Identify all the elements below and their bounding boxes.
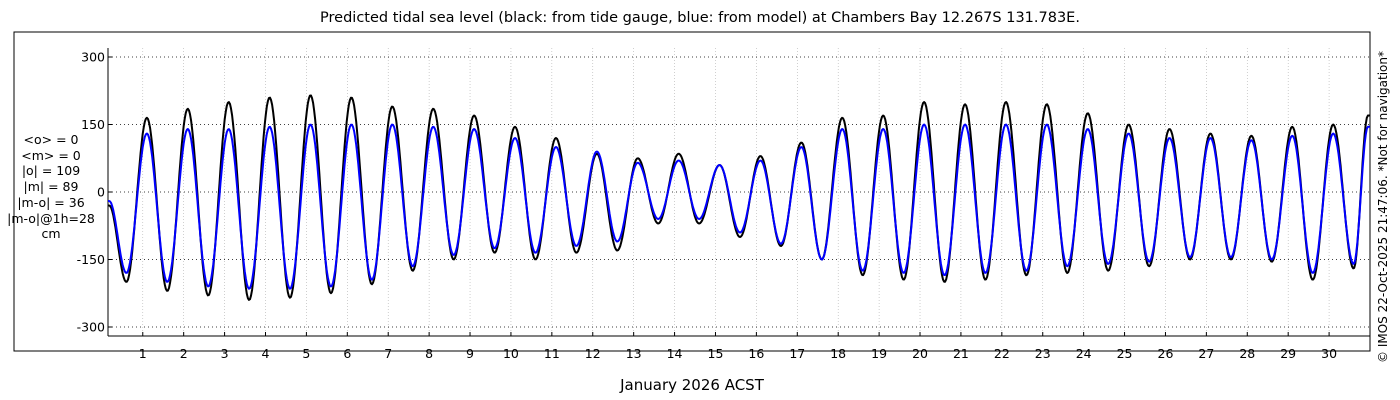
y-tick-label: 150	[81, 117, 105, 132]
axes	[107, 48, 1370, 337]
x-tick-label: 12	[585, 346, 601, 361]
series	[108, 94, 1370, 301]
x-tick-label: 8	[425, 346, 433, 361]
model-series	[108, 123, 1370, 290]
stat-abs-observed: |o| = 109	[21, 163, 81, 179]
x-tick-label: 25	[1117, 346, 1133, 361]
x-tick-label: 5	[302, 346, 310, 361]
y-tick-label: -300	[77, 320, 105, 335]
x-tick-label: 10	[503, 346, 519, 361]
x-tick-label: 28	[1239, 346, 1255, 361]
stat-mean-model: <m> = 0	[21, 147, 81, 163]
stat-abs-model: |m| = 89	[23, 179, 79, 195]
x-axis-label: January 2026 ACST	[619, 376, 765, 394]
x-tick-label: 6	[343, 346, 351, 361]
x-tick-label: 4	[262, 346, 270, 361]
x-tick-label: 22	[994, 346, 1010, 361]
x-tick-label: 3	[221, 346, 229, 361]
x-tick-label: 24	[1076, 346, 1092, 361]
statistics-panel: <o> = 0 <m> = 0 |o| = 109 |m| = 89 |m-o|…	[0, 132, 102, 242]
x-tick-label: 21	[953, 346, 969, 361]
x-tick-label: 17	[789, 346, 805, 361]
y-tick-label: -150	[77, 252, 105, 267]
x-tick-label: 13	[626, 346, 642, 361]
tick-labels: 1 2 3 4 5 6 7 8 9 10 11 12 13 14 15 16 17 18 19 20 21 22 23 24 2…	[77, 50, 1337, 362]
x-tick-label: 2	[180, 346, 188, 361]
x-tick-label: 27	[1198, 346, 1214, 361]
x-tick-label: 26	[1158, 346, 1174, 361]
x-tick-label: 16	[748, 346, 764, 361]
x-tick-label: 7	[384, 346, 392, 361]
stat-abs-difference: |m-o| = 36	[17, 194, 85, 210]
x-tick-label: 30	[1321, 346, 1337, 361]
x-tick-label: 18	[830, 346, 846, 361]
stat-mean-observed: <o> = 0	[23, 132, 79, 147]
chart-title: Predicted tidal sea level (black: from t…	[320, 10, 1080, 26]
x-tick-label: 19	[871, 346, 887, 361]
x-tick-label: 14	[667, 346, 683, 361]
x-tick-label: 1	[139, 346, 147, 361]
y-tick-label: 0	[97, 185, 105, 200]
y-tick-label: 300	[81, 50, 105, 65]
x-tick-label: 11	[544, 346, 560, 361]
stat-unit: cm	[41, 226, 61, 242]
stat-abs-difference-1h: |m-o|@1h=28	[7, 210, 95, 226]
x-tick-label: 23	[1035, 346, 1051, 361]
x-tick-label: 15	[708, 346, 724, 361]
x-tick-label: 9	[466, 346, 474, 361]
x-tick-label: 20	[912, 346, 928, 361]
grid	[108, 48, 1370, 336]
x-tick-label: 29	[1280, 346, 1296, 361]
plot-frame	[13, 31, 1371, 352]
